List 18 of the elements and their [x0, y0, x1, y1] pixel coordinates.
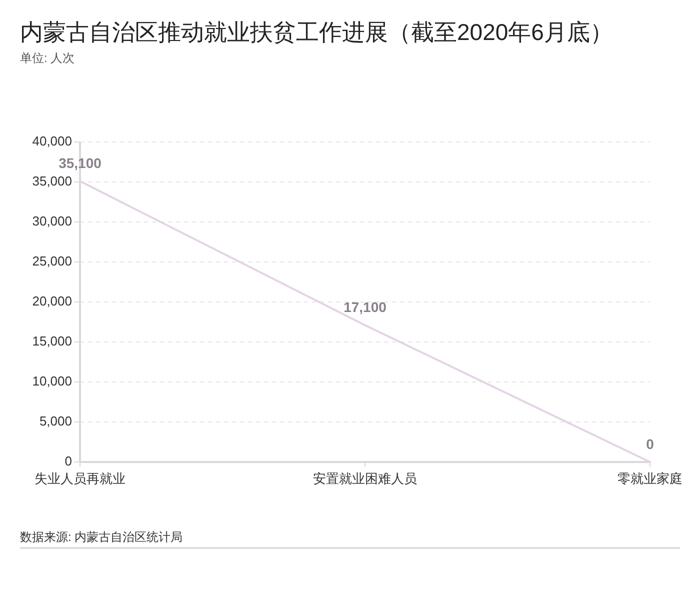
subtitle: 单位: 人次 — [20, 51, 75, 65]
ytick: 40,000 — [32, 133, 72, 148]
xtick: 安置就业困难人员 — [313, 471, 417, 486]
xtick: 失业人员再就业 — [34, 471, 126, 486]
title: 内蒙古自治区推动就业扶贫工作进展（截至2020年6月底） — [20, 19, 613, 45]
ytick: 25,000 — [32, 253, 72, 268]
ytick: 0 — [64, 453, 72, 468]
ytick: 10,000 — [32, 373, 72, 388]
data-label: 35,100 — [58, 155, 102, 172]
data-label: 0 — [646, 436, 654, 452]
ytick: 35,000 — [32, 173, 72, 188]
data-label: 17,100 — [344, 299, 386, 316]
annotation: 数据来源: 内蒙古自治区统计局 — [20, 530, 183, 544]
xtick: 零就业家庭 — [618, 471, 682, 486]
ytick: 20,000 — [32, 293, 72, 308]
ytick: 30,000 — [32, 213, 72, 228]
ytick: 5,000 — [39, 413, 72, 428]
ytick: 15,000 — [32, 333, 72, 348]
